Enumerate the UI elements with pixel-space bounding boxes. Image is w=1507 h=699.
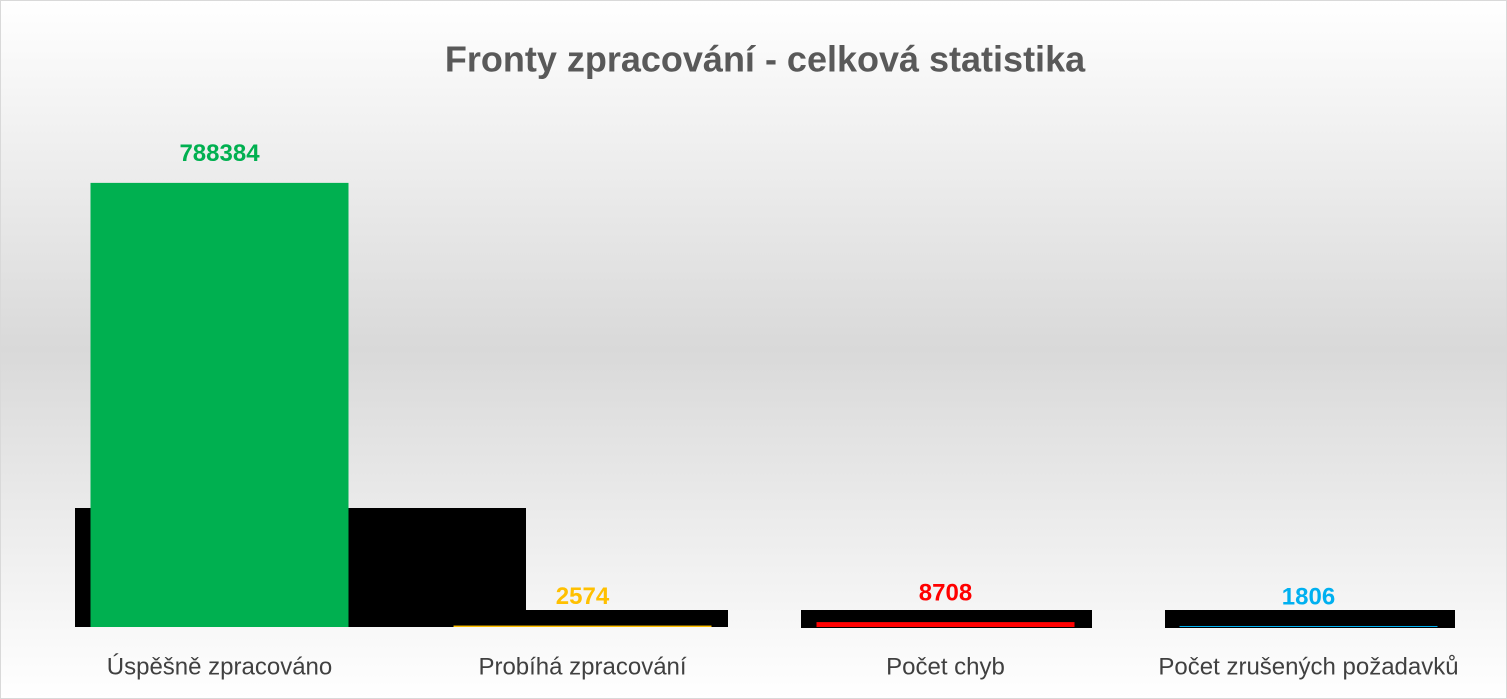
x-tick-label: Úspěšně zpracováno	[107, 653, 332, 680]
bar	[90, 182, 349, 627]
x-tick-label: Probíhá zpracování	[478, 653, 686, 680]
data-label: 788384	[179, 140, 260, 167]
shadow	[1165, 610, 1455, 628]
chart-title: Fronty zpracování - celková statistika	[445, 39, 1086, 80]
data-label: 1806	[1282, 583, 1335, 610]
data-label: 8708	[919, 579, 972, 606]
bar	[1179, 625, 1438, 627]
data-label: 2574	[556, 583, 610, 610]
bar	[816, 622, 1075, 627]
bar	[453, 625, 712, 627]
x-tick-label: Počet zrušených požadavků	[1158, 653, 1458, 680]
x-tick-label: Počet chyb	[886, 653, 1005, 680]
